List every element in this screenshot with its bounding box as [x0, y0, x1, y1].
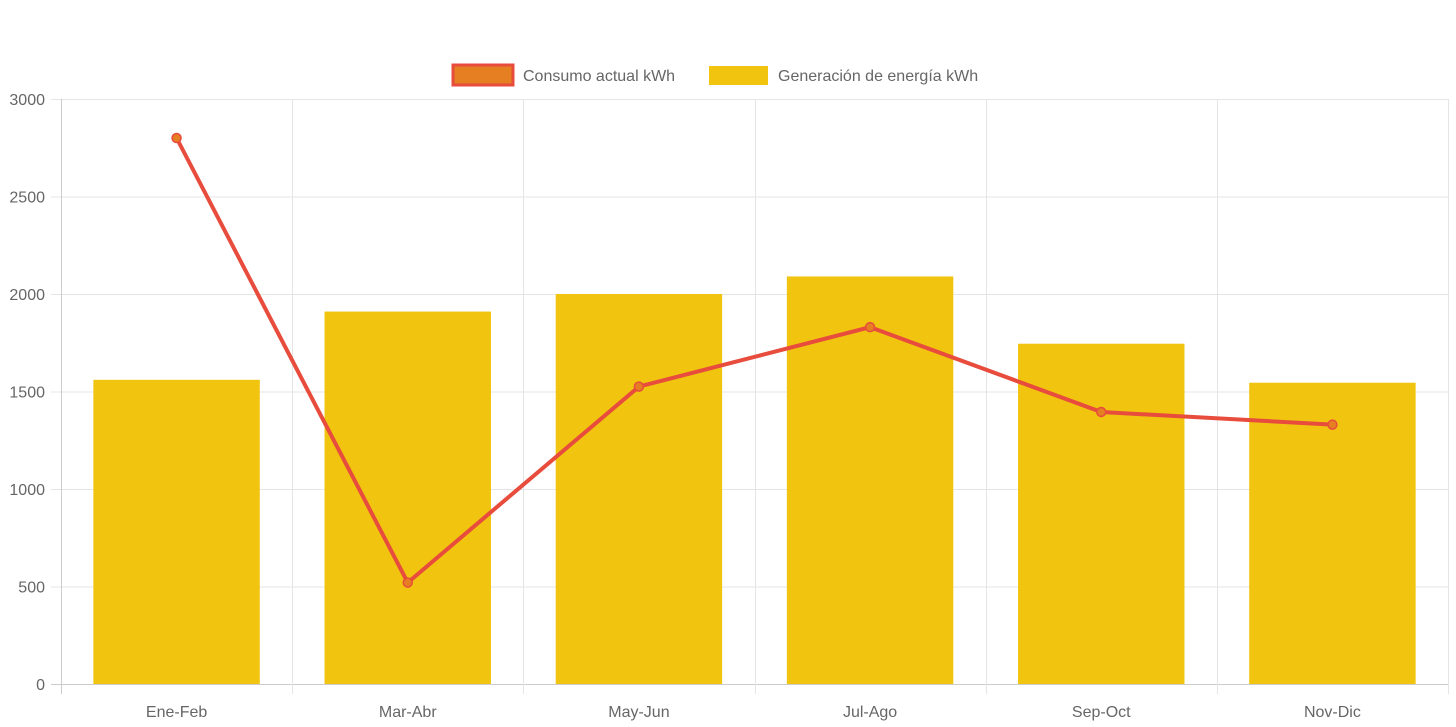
bar[interactable] [555, 294, 723, 684]
x-tick-label: May-Jun [608, 704, 669, 721]
bar[interactable] [1018, 343, 1185, 684]
legend: Consumo actual kWh Generación de energía… [451, 63, 978, 87]
y-tick-label: 500 [18, 580, 45, 597]
y-tick-label: 0 [36, 677, 45, 694]
legend-item-consumo[interactable]: Consumo actual kWh [451, 63, 675, 87]
y-tick-label: 2000 [9, 287, 45, 304]
line-point[interactable] [171, 132, 182, 144]
line-path [174, 137, 1333, 586]
legend-label-consumo: Consumo actual kWh [523, 68, 675, 85]
line-point[interactable] [1096, 406, 1107, 418]
x-tick-label: Ene-Feb [146, 704, 207, 721]
x-tick-label: Nov-Dic [1304, 704, 1361, 721]
bar[interactable] [324, 311, 491, 684]
legend-swatch-consumo [451, 63, 515, 87]
bar[interactable] [93, 379, 260, 684]
line-series [171, 132, 1338, 588]
y-tick-label: 2500 [9, 190, 45, 207]
grid [51, 99, 1449, 694]
line-point[interactable] [402, 577, 413, 588]
x-tick-label: Mar-Abr [379, 704, 437, 721]
y-axis: 0 500 1000 1500 2000 2500 3000 [9, 92, 45, 694]
y-tick-label: 3000 [9, 92, 45, 109]
y-tick-label: 1500 [9, 385, 45, 402]
legend-item-generacion[interactable]: Generación de energía kWh [709, 66, 978, 85]
x-tick-label: Jul-Ago [843, 704, 897, 721]
bar[interactable] [786, 276, 954, 684]
bar-series [93, 276, 1416, 684]
x-tick-label: Sep-Oct [1072, 704, 1131, 721]
line-point[interactable] [633, 381, 645, 392]
legend-swatch-generacion [709, 66, 768, 85]
line-point[interactable] [1327, 419, 1338, 430]
legend-label-generacion: Generación de energía kWh [778, 68, 978, 85]
bar[interactable] [1249, 382, 1416, 684]
x-axis: Ene-Feb Mar-Abr May-Jun Jul-Ago Sep-Oct Nov-D… [146, 704, 1361, 721]
y-tick-label: 1000 [9, 482, 45, 499]
line-point[interactable] [864, 321, 876, 333]
